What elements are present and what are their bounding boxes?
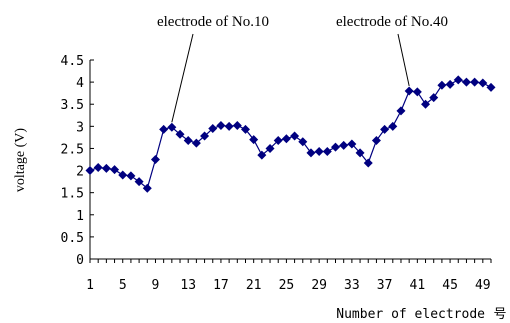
data-point [134, 177, 144, 187]
y-tick-label: 3 [76, 120, 84, 135]
x-tick-label: 5 [119, 278, 127, 293]
data-point [167, 122, 177, 132]
annotation-leader-line [397, 33, 410, 87]
data-point [290, 131, 300, 141]
data-point [445, 79, 455, 89]
data-point [142, 183, 152, 193]
data-point [240, 124, 250, 134]
y-tick-label: 2 [76, 165, 84, 180]
data-point [281, 134, 291, 144]
y-ticks: 0 0.5 1 1.5 2 2.5 3 3.5 4 4.5 [61, 54, 94, 268]
data-point [150, 155, 160, 164]
data-point [118, 170, 128, 180]
y-tick-label: 1 [76, 209, 84, 224]
x-axis-label-suffix: 号 [493, 307, 506, 322]
data-point [371, 135, 381, 145]
data-point [486, 82, 496, 92]
x-tick-label: 21 [246, 278, 262, 293]
data-point [265, 143, 275, 153]
data-point [273, 135, 283, 145]
x-tick-label: 9 [152, 278, 160, 293]
data-point [159, 124, 169, 134]
data-point [421, 99, 431, 109]
x-tick-label: 37 [377, 278, 393, 293]
data-point [216, 120, 226, 130]
x-tick-label: 45 [442, 278, 458, 293]
data-point [470, 77, 480, 87]
data-point [257, 150, 267, 160]
x-tick-label: 17 [213, 278, 229, 293]
annotation-leader-line [171, 33, 194, 123]
data-point [306, 148, 316, 158]
data-point [200, 131, 210, 141]
data-point [85, 166, 95, 176]
x-tick-label: 1 [86, 278, 94, 293]
data-point [355, 148, 365, 158]
data-point [126, 171, 136, 181]
annotation-label: electrode of No.10 [157, 14, 269, 30]
data-point [101, 163, 111, 173]
data-point [298, 137, 308, 147]
data-point [191, 138, 201, 148]
x-tick-label: 41 [410, 278, 426, 293]
y-tick-label: 1.5 [61, 187, 84, 202]
annotation-label: electrode of No.40 [336, 14, 448, 30]
y-tick-label: 4.5 [61, 54, 84, 69]
axes [89, 60, 491, 260]
x-axis-label: Number of electrode [336, 307, 485, 322]
data-point [208, 124, 218, 134]
data-point [388, 121, 398, 131]
data-point [331, 142, 341, 152]
data-point [249, 135, 259, 145]
data-point [314, 147, 324, 157]
x-tick-label: 49 [475, 278, 491, 293]
x-tick-label: 33 [344, 278, 360, 293]
x-axis-label-group: Number of electrode 号 [336, 307, 506, 322]
data-point [322, 147, 332, 157]
data-point [380, 124, 390, 134]
y-axis-label: voltage (V) [13, 128, 28, 192]
data-point [363, 158, 373, 168]
data-point [429, 93, 439, 103]
data-point [404, 86, 414, 96]
data-point [224, 121, 234, 131]
x-tick-label: 25 [279, 278, 295, 293]
data-point [93, 162, 103, 172]
data-point [412, 87, 422, 97]
y-tick-label: 2.5 [61, 142, 84, 157]
data-point [347, 139, 357, 149]
y-tick-label: 4 [76, 76, 84, 91]
data-point [396, 106, 406, 116]
data-point [437, 80, 447, 90]
data-point [339, 140, 349, 150]
series-voltage [85, 75, 496, 193]
data-point [461, 77, 471, 87]
data-point [232, 120, 242, 130]
x-tick-label: 29 [311, 278, 327, 293]
y-tick-label: 3.5 [61, 98, 84, 113]
data-point [110, 165, 120, 175]
data-point [175, 129, 185, 139]
data-point [183, 135, 193, 145]
y-tick-label: 0 [76, 253, 84, 268]
annotations: electrode of No.10 electrode of No.40 [157, 14, 448, 123]
x-ticks: 1 5 9 13 17 21 25 29 33 37 41 45 49 [86, 259, 492, 293]
y-tick-label: 0.5 [61, 231, 84, 246]
data-point [453, 75, 463, 85]
x-tick-label: 13 [180, 278, 196, 293]
data-point [478, 78, 488, 88]
